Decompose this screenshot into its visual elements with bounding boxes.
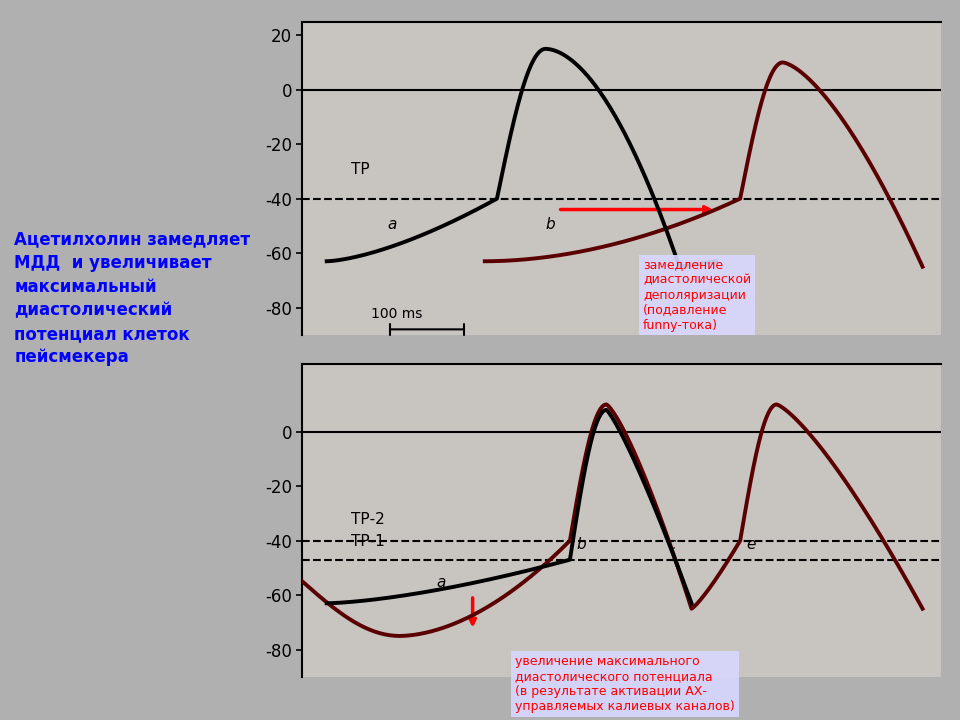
Text: ТР-2: ТР-2 — [351, 513, 385, 527]
Text: a: a — [388, 217, 396, 232]
Text: e: e — [746, 537, 756, 552]
Text: a: a — [436, 575, 445, 590]
Text: увеличение максимального
диастолического потенциала
(в результате активации АХ-
: увеличение максимального диастолического… — [516, 655, 735, 713]
Text: b: b — [545, 217, 555, 232]
Text: ТР: ТР — [351, 162, 370, 177]
Text: b: b — [576, 537, 586, 552]
Text: ТР-1: ТР-1 — [351, 534, 385, 549]
Text: замедление
диастолической
деполяризации
(подавление
funny-тока): замедление диастолической деполяризации … — [643, 258, 751, 331]
Text: c: c — [667, 537, 676, 552]
Text: Ацетилхолин замедляет
МДД  и увеличивает
максимальный
диастолический
потенциал к: Ацетилхолин замедляет МДД и увеличивает … — [14, 230, 251, 366]
Text: 100 ms: 100 ms — [371, 307, 422, 321]
